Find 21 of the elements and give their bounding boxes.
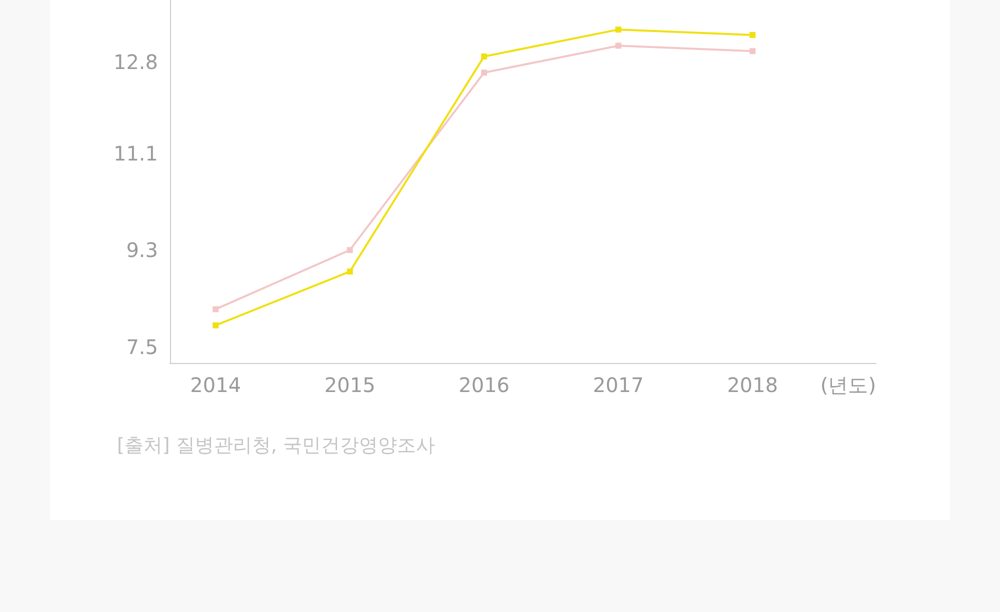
point: [615, 26, 622, 33]
x-tick-label: 2018: [727, 373, 778, 397]
point: [346, 268, 353, 275]
point: [615, 42, 622, 49]
y-tick-label: 12.8: [113, 50, 158, 74]
point: [750, 32, 756, 38]
point: [212, 306, 219, 312]
x-tick-label: 2014: [190, 373, 242, 397]
x-tick-label: 2016: [458, 373, 510, 397]
x-tick-label: 2017: [592, 373, 644, 397]
x-axis-title: (년도): [820, 373, 876, 397]
x-tick-label: 2015: [324, 373, 376, 397]
point: [481, 53, 488, 60]
y-tick-label: 11.1: [113, 141, 158, 166]
point: [750, 48, 756, 54]
point: [346, 247, 353, 254]
y-tick-label: 9.3: [126, 238, 158, 262]
text: [출처] 질병관리청, 국민건강영양조사: [117, 434, 435, 456]
y-tick-label: 7.5: [126, 334, 158, 359]
point: [212, 322, 219, 328]
point: [481, 70, 488, 76]
